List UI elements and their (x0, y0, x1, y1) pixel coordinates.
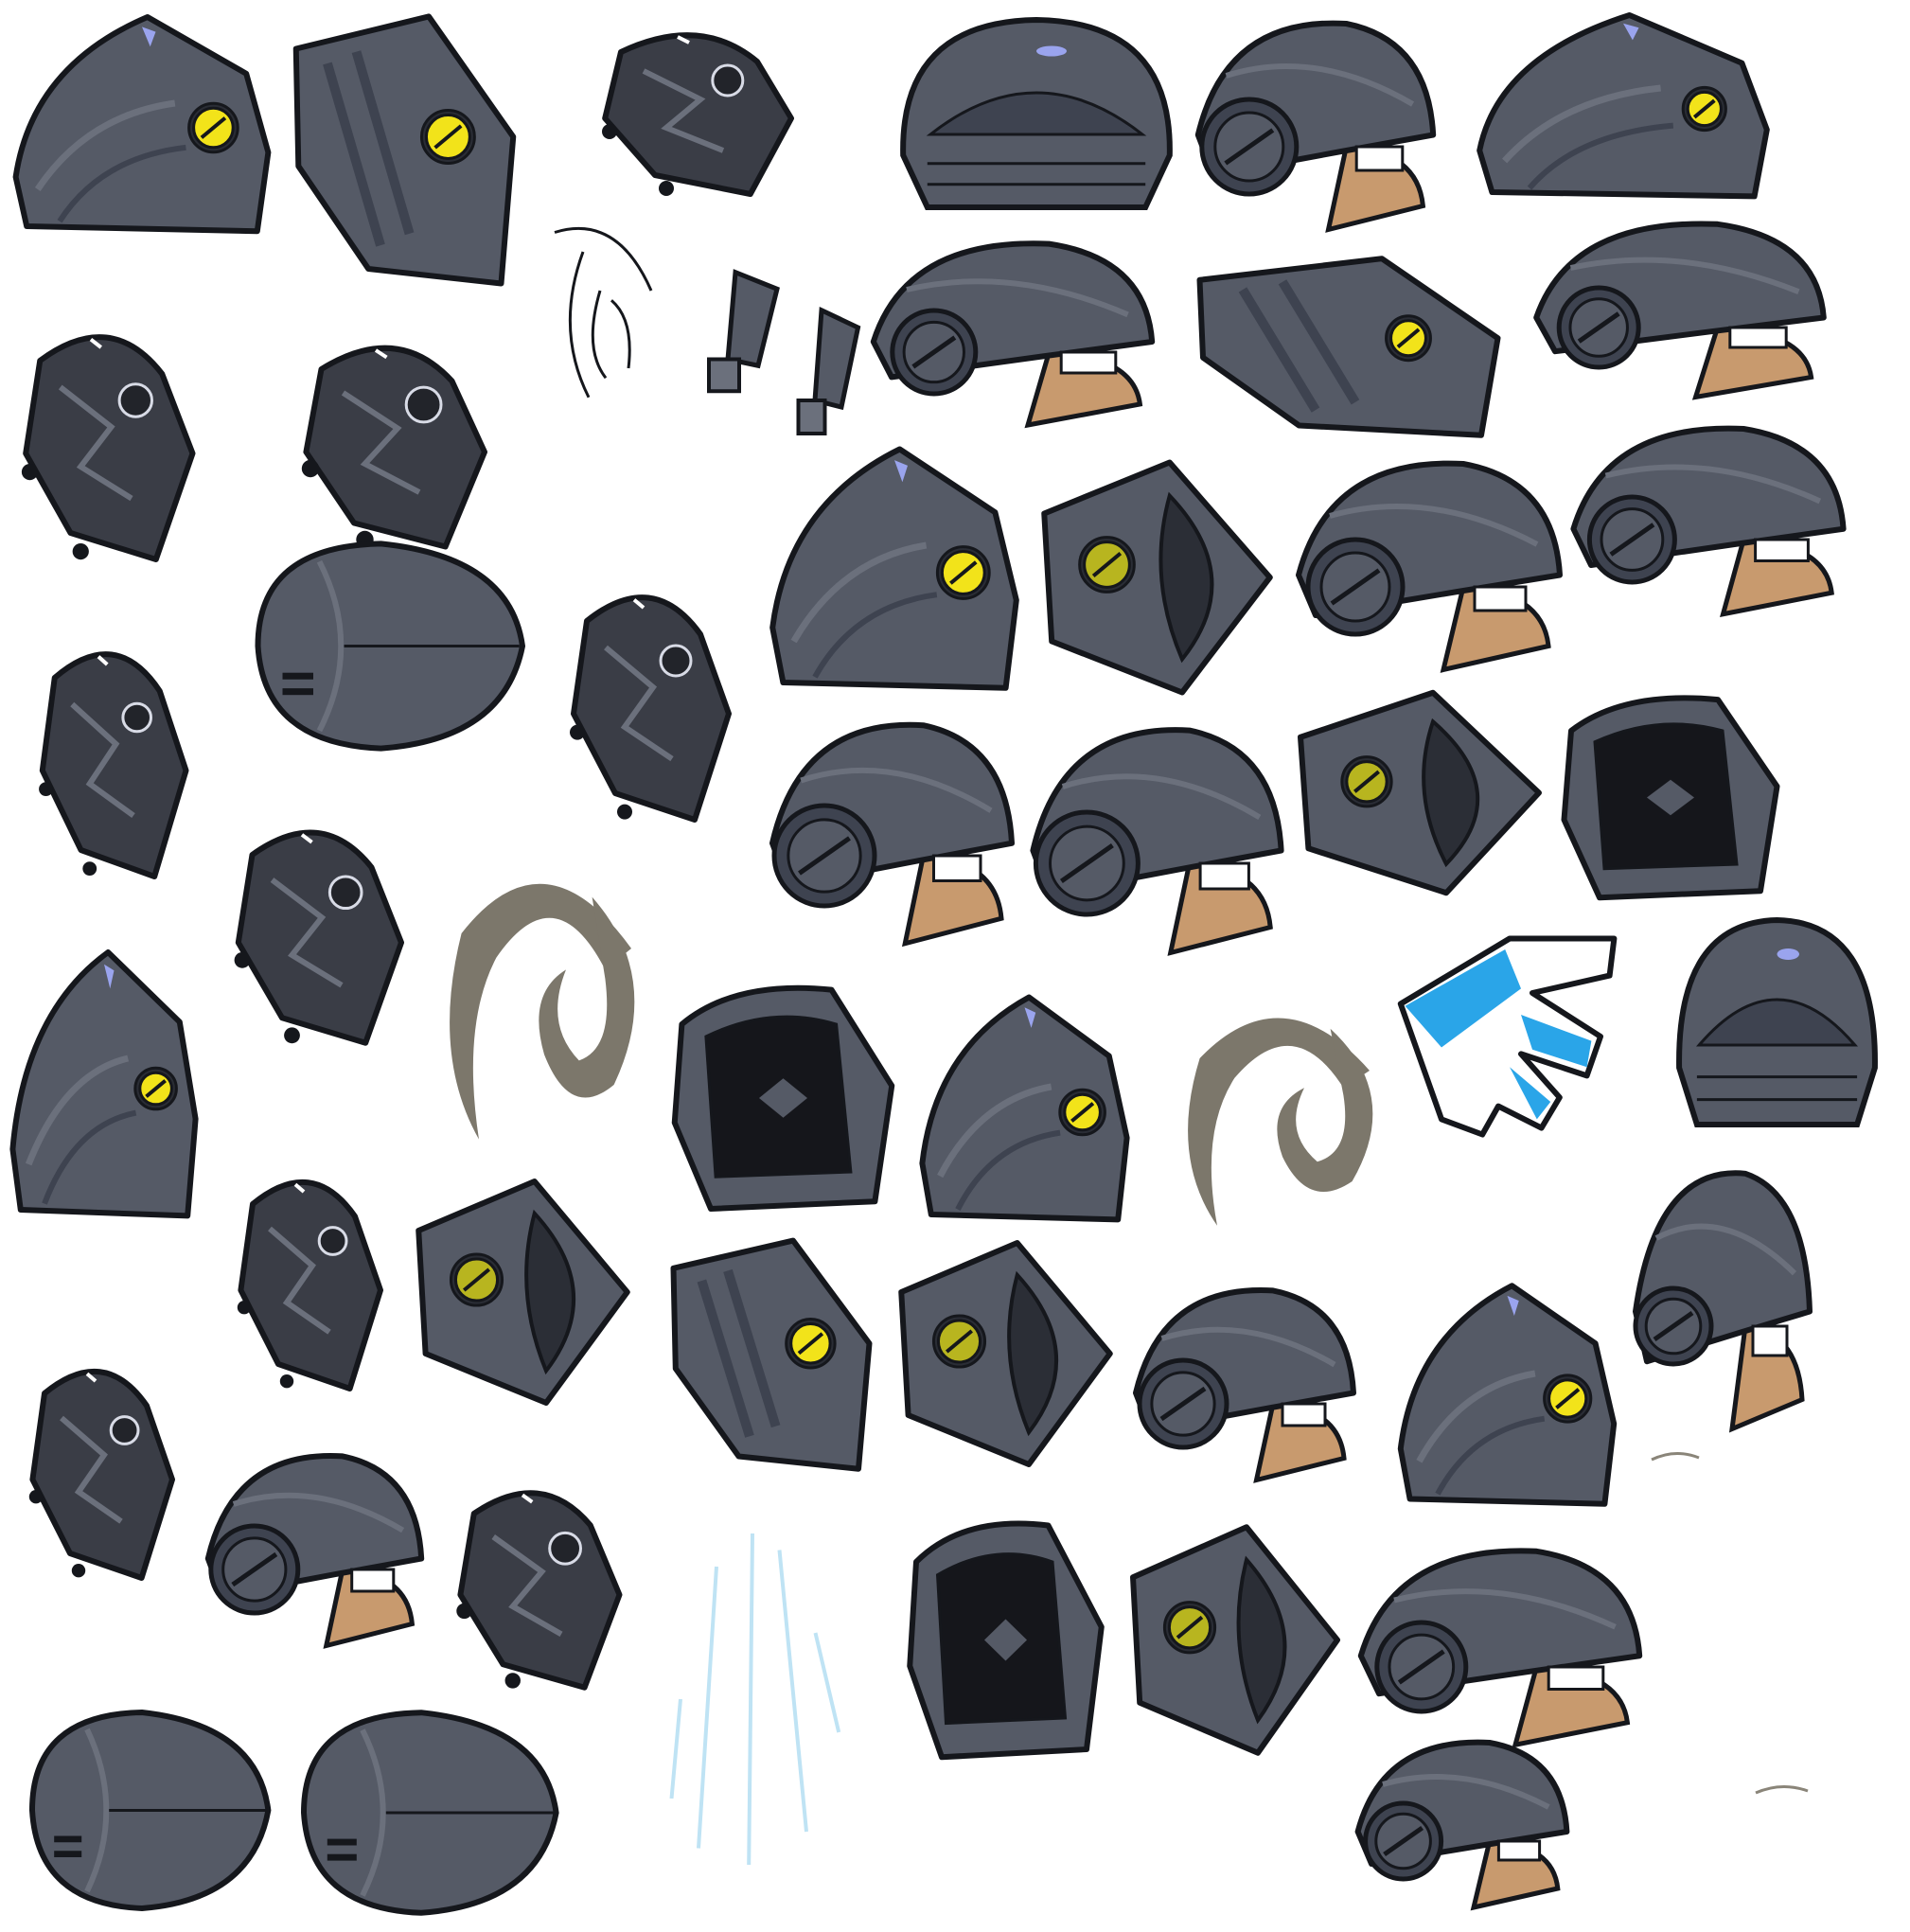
tech-gadget-icon (558, 568, 748, 833)
sparkle-icon (663, 1533, 842, 1866)
helmet-ring-icon (1122, 1515, 1349, 1765)
helmet-ring-icon (890, 1231, 1122, 1477)
helmet-side-icon (1183, 251, 1514, 445)
helmet-ring-icon (1032, 450, 1282, 705)
helmet-with-face-icon (1524, 208, 1836, 407)
helmet-front-icon (762, 435, 1027, 710)
helmet-with-face-icon (1188, 5, 1443, 241)
tech-gadget-icon (289, 322, 506, 558)
horn-icon (1174, 984, 1391, 1231)
tech-gadget-icon (227, 1155, 398, 1401)
helmet-inner-icon (899, 1510, 1112, 1770)
helmet-with-face-icon (1349, 1533, 1652, 1756)
glove-icon (1396, 928, 1623, 1145)
helmet-with-face-icon (762, 705, 1022, 956)
helmet-with-face-icon (1022, 710, 1292, 966)
helmet-side-icon (663, 1231, 880, 1481)
helmet-with-face-icon (1349, 1728, 1576, 1917)
tech-gadget-icon (445, 1467, 639, 1699)
helmet-side-icon (284, 5, 525, 298)
helmet-front-icon (5, 937, 203, 1240)
helmet-with-face-icon (1562, 412, 1855, 625)
helmet-inner-icon (663, 975, 904, 1221)
helmet-front-icon (913, 984, 1136, 1240)
helmet-top-icon (5, 1704, 279, 1917)
helmet-top-icon (274, 1704, 568, 1922)
sketch-icon (1755, 1780, 1809, 1799)
gadget-part-icon (795, 306, 861, 440)
sketch-icon (549, 213, 663, 407)
helmet-with-face-icon (1287, 445, 1571, 682)
helmet-with-face-icon (861, 227, 1164, 435)
tech-gadget-icon (587, 14, 814, 204)
helmet-back-icon (1666, 909, 1888, 1136)
tech-gadget-icon (19, 1344, 189, 1590)
horn-icon (435, 842, 653, 1145)
tech-gadget-icon (222, 805, 421, 1055)
helmet-top-icon (227, 535, 535, 757)
helmet-front-icon (5, 5, 279, 251)
helmet-with-face-icon (199, 1439, 431, 1657)
helmet-with-face-icon (1126, 1273, 1363, 1491)
helmet-back-icon (885, 9, 1188, 218)
sketch-icon (1651, 1446, 1700, 1465)
helmet-ring-icon (407, 1169, 639, 1415)
helmet-ring-icon (1287, 682, 1552, 904)
tech-gadget-icon (28, 625, 203, 890)
helmet-front-icon (1391, 1273, 1623, 1524)
helmet-front-icon (1467, 5, 1779, 213)
gadget-part-icon (705, 269, 781, 398)
tech-gadget-icon (9, 308, 213, 573)
helmet-inner-icon (1552, 686, 1789, 909)
helmet-with-face-icon (1628, 1150, 1817, 1444)
